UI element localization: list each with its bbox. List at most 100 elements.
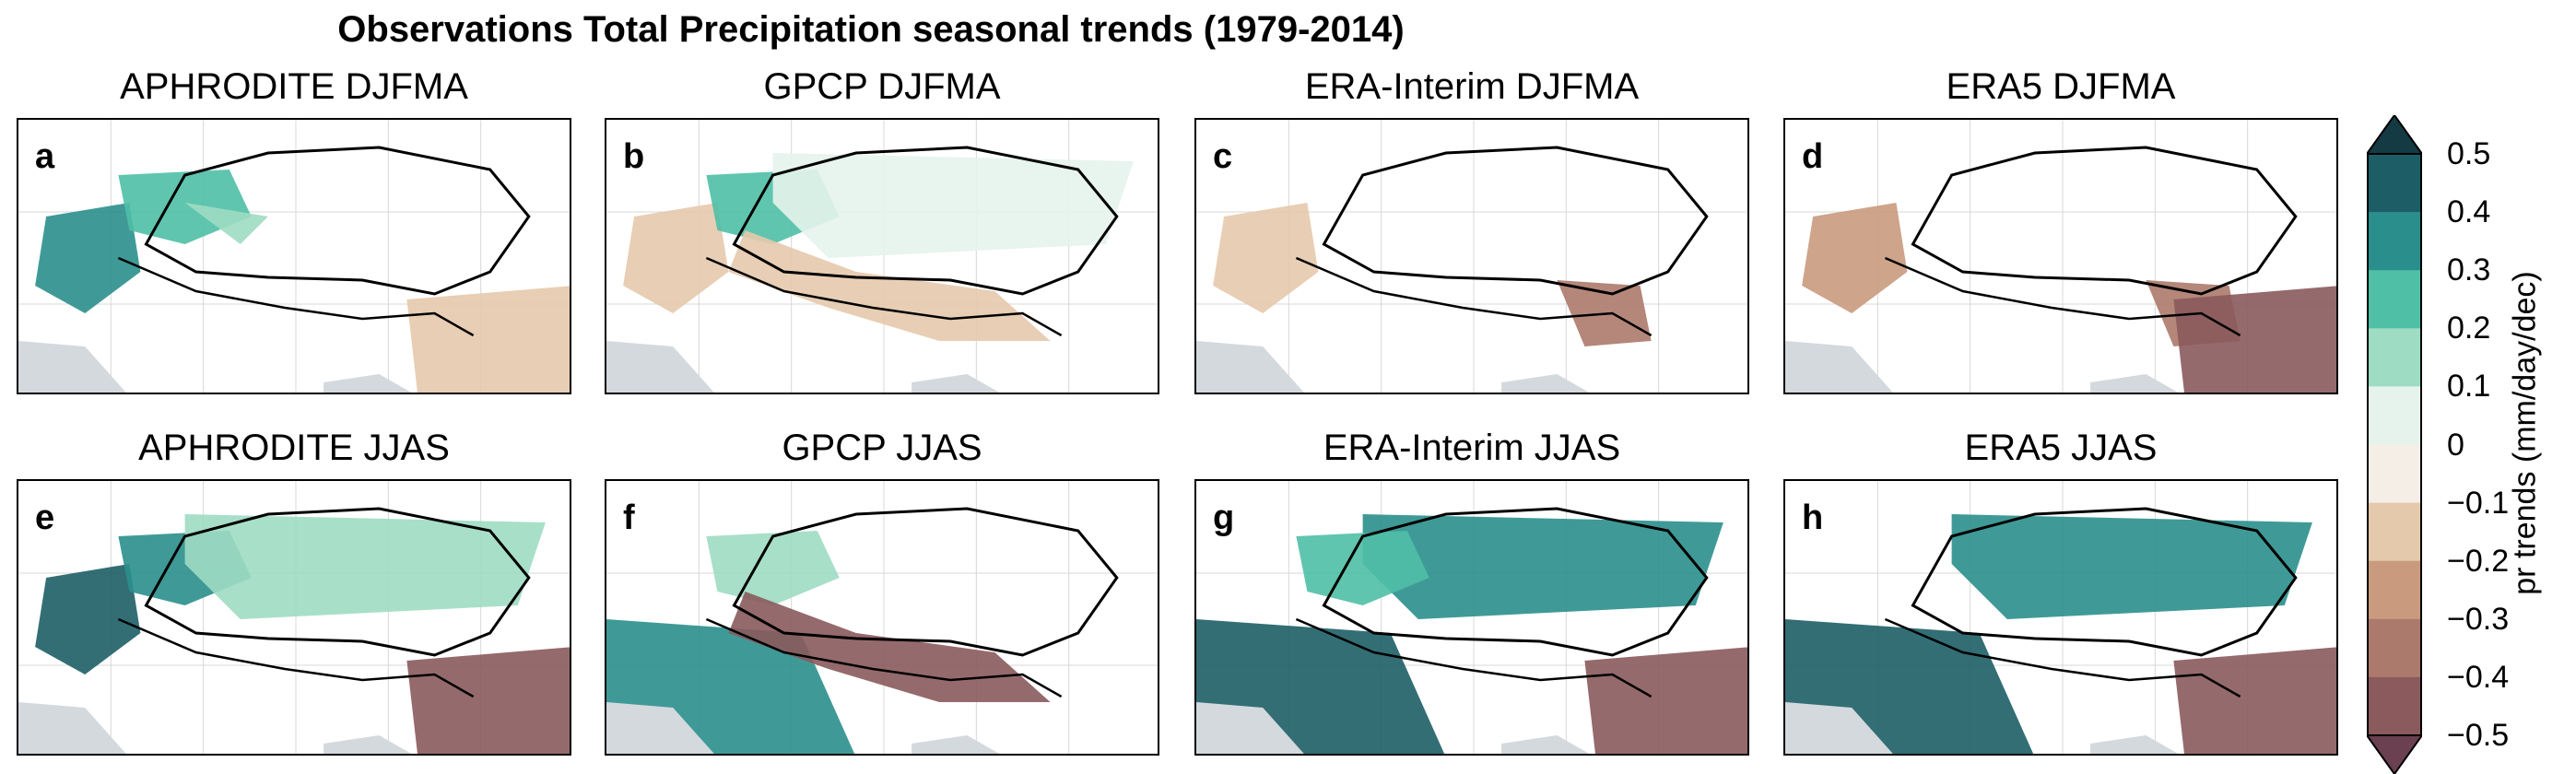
bay-of-bengal: [1501, 374, 1590, 393]
himalaya-border: [1295, 617, 1653, 698]
colorbar-tick-label: 0.5: [2447, 136, 2491, 171]
trend-area-tibet-north: [772, 153, 1134, 258]
colorbar-tick-label: −0.5: [2447, 718, 2510, 753]
arabian-sea: [606, 341, 714, 393]
panel-title: APHRODITE JJAS: [138, 428, 450, 468]
colorbar-tick-label: 0.3: [2447, 252, 2491, 288]
panel-title: ERA5 JJAS: [1964, 428, 2158, 468]
map-canvas: [1785, 481, 2336, 754]
colorbar-swatch: [2367, 212, 2422, 271]
colorbar-swatch: [2367, 386, 2422, 445]
colorbar-swatch: [2367, 618, 2422, 678]
himalaya-border: [117, 256, 475, 337]
panel-letter: e: [31, 499, 59, 536]
trend-area-northwest: [1802, 203, 1908, 313]
panel-letter: h: [1798, 499, 1828, 536]
map-panel-d: d: [1783, 118, 2338, 394]
panel-letter: b: [619, 138, 649, 175]
plateau-outline: [1911, 146, 2298, 296]
panel-title: APHRODITE DJFMA: [120, 66, 468, 107]
trend-area-southeast: [406, 286, 570, 393]
colorbar-label: pr trends (mm/day/dec): [2507, 271, 2543, 595]
map-canvas: [18, 481, 570, 754]
trend-area-northwest: [35, 564, 141, 674]
trend-area-upper-indus: [1296, 531, 1429, 605]
colorbar-tick-label: 0.1: [2447, 369, 2491, 405]
panel-letter: c: [1209, 138, 1237, 175]
arabian-sea: [606, 702, 714, 754]
panel-letter: f: [619, 499, 639, 536]
trend-area-northwest: [1213, 203, 1319, 313]
plateau-outline: [1322, 507, 1709, 657]
colorbar-swatch: [2367, 444, 2422, 504]
colorbar-tick-label: −0.2: [2447, 543, 2510, 579]
map-panel-e: e: [17, 479, 571, 756]
arabian-sea: [18, 702, 126, 754]
map-canvas: [1785, 120, 2336, 393]
plateau-outline: [1911, 507, 2298, 657]
panel-letter: a: [31, 138, 59, 175]
colorbar-tick-label: −0.1: [2447, 485, 2510, 521]
trend-area-northwest: [623, 203, 729, 313]
trend-area-upper-indus: [706, 531, 840, 605]
trend-area-himalaya: [728, 230, 1051, 341]
colorbar-swatch: [2367, 560, 2422, 620]
colorbar-swatch: [2367, 154, 2422, 213]
colorbar-tick-label: −0.3: [2447, 601, 2510, 637]
colorbar-tick-label: 0.4: [2447, 194, 2491, 230]
arabian-sea: [1785, 702, 1893, 754]
bay-of-bengal: [2090, 735, 2179, 754]
colorbar: [2367, 115, 2422, 774]
arabian-sea: [1196, 702, 1304, 754]
colorbar-tick-label: 0.2: [2447, 311, 2491, 346]
plateau-outline: [144, 507, 531, 657]
panel-title: ERA5 DJFMA: [1946, 66, 2176, 107]
trend-area-northwest: [35, 203, 141, 313]
map-panel-g: g: [1194, 479, 1749, 756]
map-panel-b: b: [605, 118, 1159, 394]
himalaya-border: [1295, 256, 1653, 337]
colorbar-swatch: [2367, 328, 2422, 387]
map-canvas: [1196, 481, 1747, 754]
panel-title: ERA-Interim DJFMA: [1304, 66, 1640, 107]
trend-area-tibet-north: [1951, 514, 2312, 619]
trend-area-tibet-north: [184, 514, 546, 619]
colorbar-tick-label: −0.4: [2447, 659, 2510, 695]
trend-area-southeast: [2173, 286, 2336, 393]
arabian-sea: [1196, 341, 1304, 393]
plateau-outline: [732, 507, 1119, 657]
panel-title: GPCP JJAS: [782, 428, 982, 468]
plateau-outline: [1322, 146, 1709, 296]
colorbar-frame: [2367, 153, 2422, 736]
arabian-sea: [18, 341, 126, 393]
bay-of-bengal: [912, 735, 1000, 754]
arabian-sea: [1785, 341, 1893, 393]
trend-area-tibet-north: [1362, 514, 1723, 619]
bay-of-bengal: [323, 735, 412, 754]
colorbar-extend-min: [2367, 734, 2422, 774]
himalaya-border: [705, 617, 1063, 698]
colorbar-swatch: [2367, 502, 2422, 562]
himalaya-border: [705, 256, 1063, 337]
map-canvas: [1196, 120, 1747, 393]
panel-title: ERA-Interim JJAS: [1323, 428, 1621, 468]
panel-title: GPCP DJFMA: [763, 66, 1001, 107]
bay-of-bengal: [1501, 735, 1590, 754]
map-panel-h: h: [1783, 479, 2338, 756]
map-canvas: [606, 120, 1158, 393]
figure-title: Observations Total Precipitation seasona…: [337, 9, 1405, 50]
map-canvas: [18, 120, 570, 393]
colorbar-swatch: [2367, 676, 2422, 736]
colorbar-tick-label: 0: [2447, 427, 2464, 463]
colorbar-extend-max: [2367, 115, 2422, 155]
trend-area-himalaya: [728, 592, 1051, 702]
trend-area-southeast: [406, 647, 570, 754]
himalaya-border: [117, 617, 475, 698]
panel-letter: d: [1798, 138, 1828, 175]
colorbar-swatch: [2367, 270, 2422, 329]
plateau-outline: [732, 146, 1119, 296]
bay-of-bengal: [2090, 374, 2179, 393]
map-panel-c: c: [1194, 118, 1749, 394]
panel-letter: g: [1209, 499, 1239, 536]
himalaya-border: [1884, 256, 2241, 337]
